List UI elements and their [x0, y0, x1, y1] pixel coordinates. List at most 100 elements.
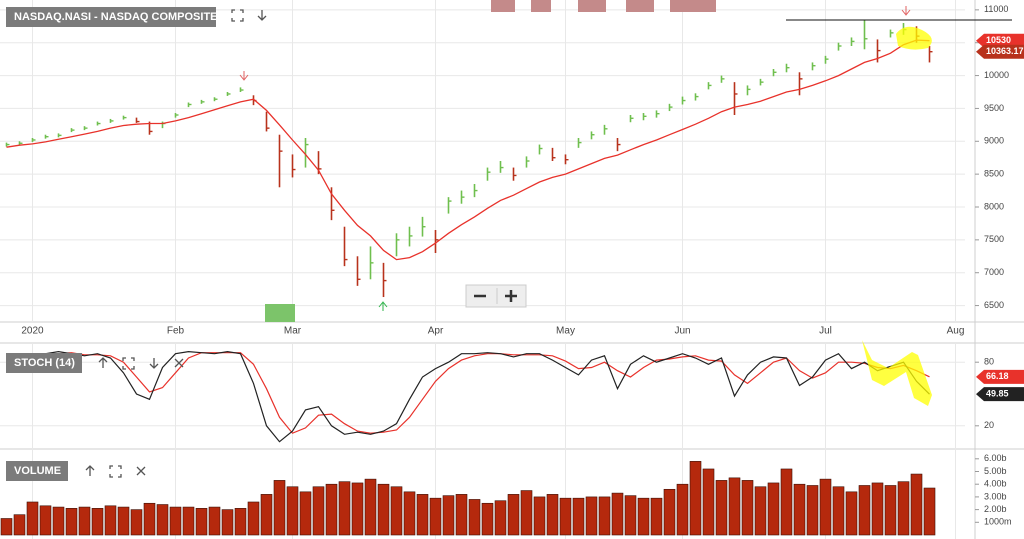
value-tag-label: 66.18: [986, 371, 1009, 381]
volume-bar: [702, 468, 715, 536]
volume-bar: [546, 494, 559, 536]
maximize-icon[interactable]: [122, 357, 135, 370]
volume-bar: [117, 506, 130, 536]
buy-arrow: [378, 301, 388, 311]
event-marker[interactable]: [578, 0, 606, 12]
y-tick-label: 7500: [984, 234, 1004, 244]
value-tag: [976, 387, 1024, 402]
volume-bar: [715, 480, 728, 536]
volume-bar: [91, 508, 104, 536]
y-tick-label: 6500: [984, 300, 1004, 310]
volume-bar: [156, 504, 169, 536]
volume-bar: [819, 478, 832, 536]
x-tick-label: Aug: [947, 326, 965, 337]
volume-bar: [26, 501, 39, 536]
y-tick-label: 4.00b: [984, 479, 1007, 489]
title-tag[interactable]: [6, 7, 216, 27]
volume-bar: [169, 506, 182, 536]
volume-bar: [754, 486, 767, 536]
value-tag: [976, 44, 1024, 59]
volume-bar: [273, 480, 286, 536]
event-markers: [491, 0, 716, 12]
volume-bar: [507, 494, 520, 536]
event-marker[interactable]: [491, 0, 515, 12]
title-tag[interactable]: [6, 353, 82, 373]
volume-bar: [923, 487, 936, 536]
volume-bar: [637, 497, 650, 536]
down-icon[interactable]: [149, 358, 159, 369]
volume-bar: [182, 506, 195, 536]
volume-bar: [767, 482, 780, 536]
stoch-line: [6, 352, 930, 434]
volume-bar: [299, 491, 312, 536]
volume-bar: [39, 505, 52, 536]
volume-bar: [572, 497, 585, 536]
value-tag: [976, 33, 1024, 48]
volume-bar: [338, 481, 351, 536]
x-tick-label: Jul: [819, 326, 832, 337]
volume-bar: [247, 501, 260, 536]
y-tick-label: 9500: [984, 103, 1004, 113]
volume-bar: [143, 502, 156, 536]
zoom-in[interactable]: [505, 290, 517, 302]
volume-bar: [910, 473, 923, 536]
volume-bar: [455, 494, 468, 536]
volume-bar: [624, 495, 637, 536]
sell-arrow: [239, 71, 249, 81]
volume-bar: [650, 497, 663, 536]
y-tick-label: 7000: [984, 267, 1004, 277]
down-icon[interactable]: [257, 10, 267, 21]
panel-title: VOLUME: [14, 465, 61, 477]
highlight: [862, 340, 932, 406]
event-marker[interactable]: [531, 0, 551, 12]
panel-title: STOCH (14): [14, 357, 75, 369]
signal-marker[interactable]: [265, 304, 295, 322]
volume-bar: [832, 486, 845, 536]
up-icon[interactable]: [98, 357, 108, 368]
event-marker[interactable]: [670, 0, 716, 12]
title-tag[interactable]: [6, 461, 68, 481]
volume-bar: [130, 509, 143, 536]
x-tick-label: Jun: [674, 326, 690, 337]
x-tick-label: Apr: [428, 326, 444, 337]
x-tick-label: May: [556, 326, 575, 337]
volume-bar: [78, 506, 91, 536]
y-tick-label: 3.00b: [984, 491, 1007, 501]
y-tick-label: 80: [984, 357, 994, 367]
volume-bar: [793, 483, 806, 536]
volume-bar: [0, 518, 13, 536]
toolbar-icons: [85, 9, 267, 478]
volume-bar: [585, 496, 598, 536]
y-tick-label: 5.00b: [984, 466, 1007, 476]
y-tick-label: 1000m: [984, 517, 1012, 527]
volume-bar: [195, 508, 208, 536]
volume-bar: [845, 491, 858, 536]
event-marker[interactable]: [626, 0, 654, 12]
y-tick-label: 6.00b: [984, 453, 1007, 463]
volume-bar: [13, 514, 26, 536]
volume-bar: [676, 483, 689, 536]
x-tick-label: Mar: [284, 326, 302, 337]
volume-bar: [481, 502, 494, 536]
chart-title: NASDAQ.NASI - NASDAQ COMPOSITE: [14, 11, 218, 23]
volume-bar: [884, 485, 897, 536]
volume-bar: [611, 492, 624, 536]
volume-bar: [858, 485, 871, 536]
volume-bar: [897, 481, 910, 536]
volume-bar: [598, 496, 611, 536]
moving-average: [6, 39, 930, 261]
maximize-icon[interactable]: [231, 9, 244, 22]
close-icon[interactable]: [174, 358, 184, 368]
close-icon[interactable]: [136, 466, 146, 476]
volume-bar: [312, 486, 325, 536]
volume-bar: [559, 497, 572, 536]
volume-bar: [468, 499, 481, 536]
y-tick-label: 8500: [984, 169, 1004, 179]
volume-bar: [390, 486, 403, 536]
y-tick-label: 2.00b: [984, 504, 1007, 514]
up-icon[interactable]: [85, 465, 95, 476]
maximize-icon[interactable]: [109, 465, 122, 478]
